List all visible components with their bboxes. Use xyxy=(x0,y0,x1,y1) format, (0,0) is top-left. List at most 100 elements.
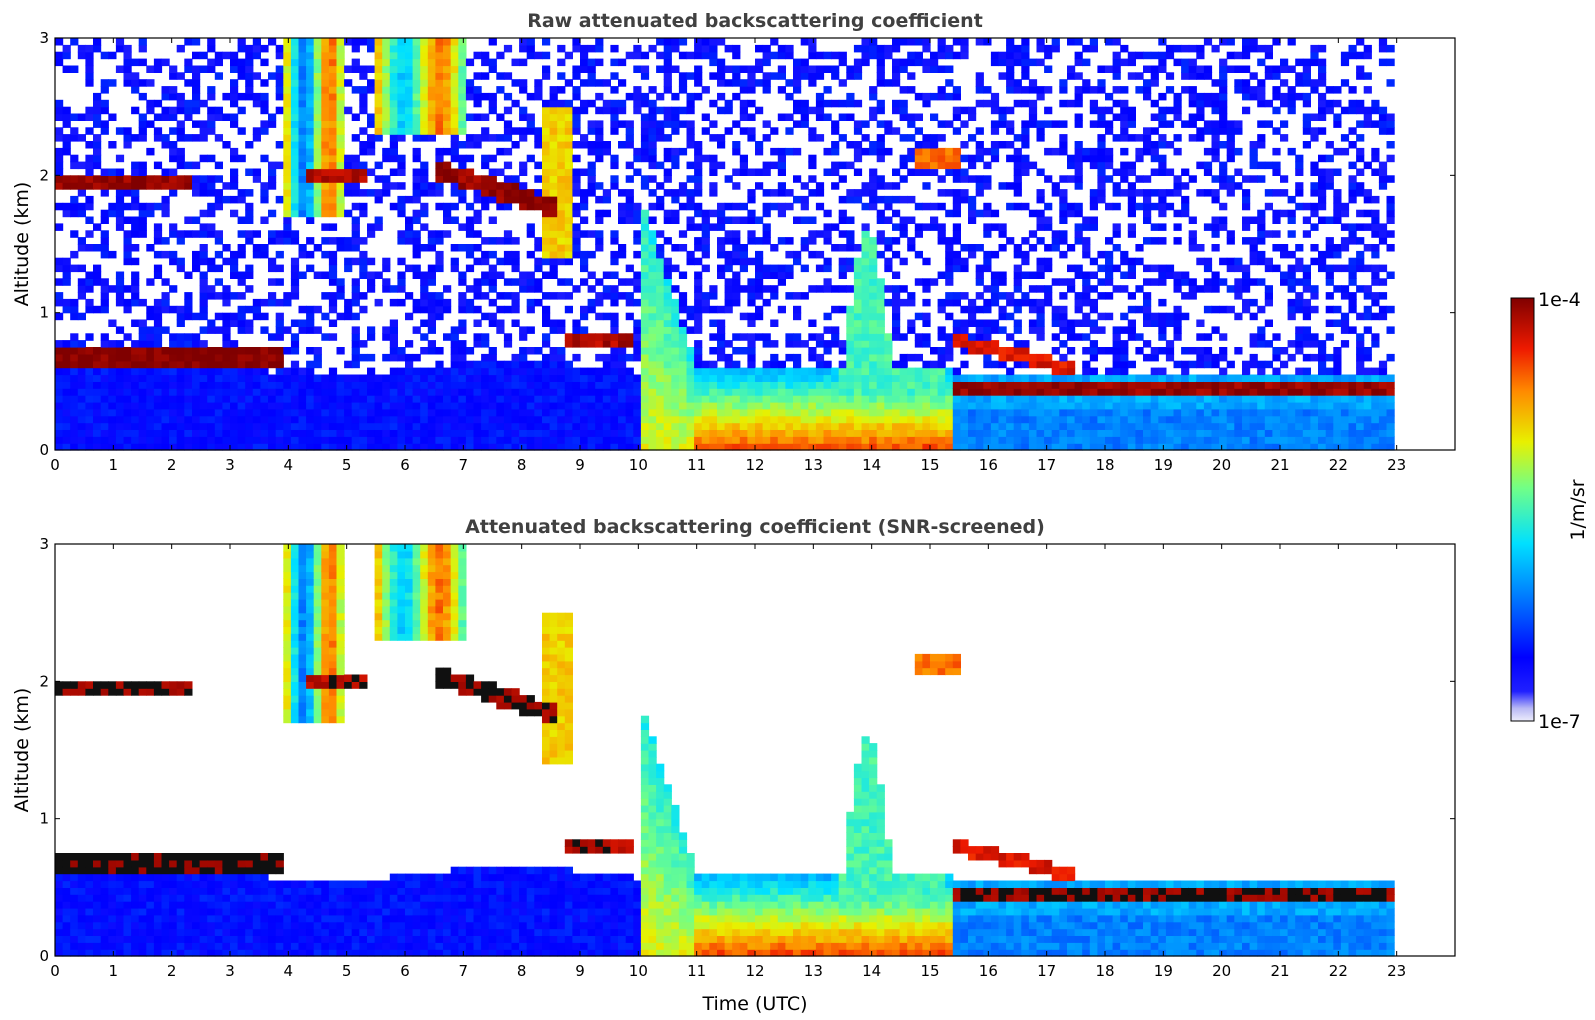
heatmap-cell xyxy=(640,120,650,128)
heatmap-cell xyxy=(169,374,178,382)
heatmap-cell xyxy=(252,347,261,355)
heatmap-cell xyxy=(701,381,710,389)
heatmap-cell xyxy=(549,189,558,197)
heatmap-cell xyxy=(625,51,634,60)
heatmap-cell xyxy=(907,86,916,94)
heatmap-cell xyxy=(503,106,513,115)
heatmap-cell xyxy=(656,436,665,444)
heatmap-cell xyxy=(709,305,718,314)
heatmap-cell xyxy=(1036,415,1045,424)
heatmap-cell xyxy=(625,353,634,362)
heatmap-cell xyxy=(861,340,870,348)
heatmap-cell xyxy=(321,189,330,197)
heatmap-cell xyxy=(1021,72,1030,80)
heatmap-cell xyxy=(549,147,558,156)
heatmap-cell xyxy=(952,127,961,135)
heatmap-cell xyxy=(762,429,771,437)
heatmap-cell xyxy=(595,92,604,101)
heatmap-cell xyxy=(412,147,421,156)
heatmap-cell xyxy=(503,305,513,314)
heatmap-cell xyxy=(1044,86,1053,94)
heatmap-cell xyxy=(709,401,718,410)
heatmap-cell xyxy=(587,72,596,80)
heatmap-cell xyxy=(298,72,307,80)
heatmap-cell xyxy=(275,401,284,410)
heatmap-cell xyxy=(732,388,741,396)
heatmap-cell xyxy=(405,381,414,389)
heatmap-cell xyxy=(1036,195,1045,204)
heatmap-cell xyxy=(587,443,596,451)
heatmap-cell xyxy=(313,381,322,389)
heatmap-cell xyxy=(747,395,756,403)
heatmap-cell xyxy=(131,367,140,376)
heatmap-cell xyxy=(656,298,665,307)
heatmap-cell xyxy=(899,367,908,376)
heatmap-cell xyxy=(503,72,513,80)
heatmap-cell xyxy=(496,408,505,417)
heatmap-cell xyxy=(770,443,779,451)
heatmap-cell xyxy=(115,216,125,224)
heatmap-cell xyxy=(542,223,551,231)
heatmap-cell xyxy=(1074,401,1083,410)
heatmap-cell xyxy=(503,202,513,211)
heatmap-cell xyxy=(115,154,125,163)
heatmap-cell xyxy=(656,244,665,252)
heatmap-cell xyxy=(382,285,391,293)
heatmap-cell xyxy=(115,408,125,417)
heatmap-cell xyxy=(922,298,931,307)
heatmap-cell xyxy=(55,106,64,115)
heatmap-cell xyxy=(138,415,147,424)
heatmap-cell xyxy=(389,326,398,334)
heatmap-cell xyxy=(207,374,216,382)
heatmap-cell xyxy=(93,147,102,156)
heatmap-cell xyxy=(701,305,710,314)
heatmap-cell xyxy=(351,44,360,53)
heatmap-cell xyxy=(990,388,1000,396)
heatmap-cell xyxy=(724,237,733,245)
heatmap-cell xyxy=(907,72,916,80)
heatmap-cell xyxy=(907,429,916,437)
heatmap-cell xyxy=(481,58,490,67)
heatmap-cell xyxy=(618,401,627,410)
heatmap-cell xyxy=(192,86,201,94)
heatmap-cell xyxy=(838,436,847,444)
heatmap-cell xyxy=(488,436,497,444)
heatmap-cell xyxy=(739,216,748,224)
heatmap-cell xyxy=(732,51,741,60)
heatmap-cell xyxy=(1013,319,1022,327)
heatmap-cell xyxy=(572,209,581,218)
heatmap-cell xyxy=(420,175,429,183)
heatmap-cell xyxy=(785,51,794,60)
heatmap-cell xyxy=(945,250,954,259)
heatmap-cell xyxy=(762,161,771,170)
heatmap-cell xyxy=(336,175,345,183)
heatmap-cell xyxy=(115,38,125,46)
heatmap-cell xyxy=(382,408,391,417)
heatmap-cell xyxy=(732,182,741,190)
heatmap-cell xyxy=(427,388,436,396)
heatmap-cell xyxy=(214,264,223,273)
heatmap-cell xyxy=(397,134,406,142)
heatmap-cell xyxy=(960,195,969,204)
heatmap-cell xyxy=(412,271,421,279)
heatmap-cell xyxy=(450,381,459,389)
heatmap-cell xyxy=(290,271,300,279)
heatmap-cell xyxy=(922,415,931,424)
heatmap-cell xyxy=(268,278,277,286)
heatmap-cell xyxy=(671,285,680,293)
heatmap-cell xyxy=(146,147,155,156)
heatmap-cell xyxy=(55,443,64,451)
heatmap-cell xyxy=(77,388,86,396)
heatmap-cell xyxy=(412,443,421,451)
heatmap-cell xyxy=(503,230,513,238)
heatmap-cell xyxy=(351,168,360,176)
heatmap-cell xyxy=(549,271,558,279)
heatmap-cell xyxy=(663,154,672,163)
heatmap-cell xyxy=(237,381,246,389)
heatmap-cell xyxy=(1013,340,1022,348)
heatmap-cell xyxy=(542,65,551,73)
heatmap-cell xyxy=(633,99,642,108)
heatmap-cell xyxy=(983,347,992,355)
heatmap-cell xyxy=(1051,312,1060,321)
heatmap-cell xyxy=(793,429,802,437)
